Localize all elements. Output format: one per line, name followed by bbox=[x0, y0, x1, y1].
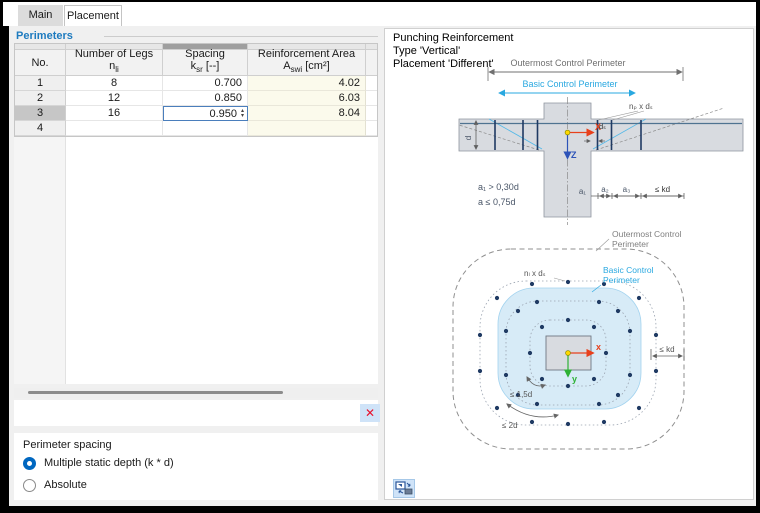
np-ds-label: nₚ x dₛ bbox=[629, 102, 653, 111]
tab-bar: Main Placement bbox=[3, 2, 756, 26]
cell-spacing[interactable]: 0.850 bbox=[163, 91, 248, 106]
cell-spacing[interactable]: 0.700 bbox=[163, 76, 248, 91]
d-label: d bbox=[463, 135, 473, 140]
table-row: 4 bbox=[15, 121, 377, 136]
table-horizontal-scrollbar[interactable] bbox=[14, 388, 378, 398]
info-panel: Punching Reinforcement Type 'Vertical' P… bbox=[384, 28, 754, 500]
section-diagram: Outermost Control Perimeter Basic Contro… bbox=[458, 58, 744, 225]
outermost-perimeter-label: Outermost Control Perimeter bbox=[510, 58, 625, 68]
cell-filler bbox=[366, 106, 377, 121]
row-header-column-extension bbox=[14, 137, 66, 384]
toggle-graphic-button[interactable] bbox=[393, 479, 415, 498]
row-header[interactable]: 3 bbox=[15, 106, 66, 121]
radio-button[interactable] bbox=[23, 456, 36, 470]
a2-label: a₂ bbox=[601, 185, 609, 194]
cell-number-of-legs[interactable]: 8 bbox=[66, 76, 163, 91]
tab-placement[interactable]: Placement bbox=[64, 5, 122, 26]
cell-spacing[interactable] bbox=[163, 121, 248, 136]
radio-button[interactable] bbox=[23, 478, 36, 492]
row-header[interactable]: 2 bbox=[15, 91, 66, 106]
outermost-label-line2: Perimeter bbox=[612, 239, 649, 249]
nl-ds-label: nₗ x dₛ bbox=[524, 269, 546, 278]
kd-label: ≤ kd bbox=[655, 185, 670, 194]
tab-main[interactable]: Main bbox=[18, 5, 63, 26]
radio-absolute[interactable]: Absolute bbox=[23, 477, 87, 493]
cell-filler bbox=[366, 121, 377, 136]
outermost-label-line1: Outermost Control bbox=[612, 229, 682, 239]
cell-filler bbox=[366, 76, 377, 91]
table-header: No. Number of Legs nli Spacing ksr [--] … bbox=[15, 48, 377, 76]
y-axis-label: y bbox=[572, 374, 577, 384]
condition-a: a ≤ 0,75d bbox=[478, 197, 515, 207]
radio-label: Absolute bbox=[44, 479, 87, 491]
ds-label: dₛ bbox=[599, 122, 606, 131]
x-axis-label: X bbox=[595, 122, 601, 132]
spinner-down-icon: ▾ bbox=[240, 112, 244, 119]
kd-label: ≤ kd bbox=[659, 345, 674, 354]
swap-graphic-icon bbox=[395, 481, 413, 495]
origin-dot bbox=[565, 350, 571, 356]
scrollbar-thumb[interactable] bbox=[28, 391, 283, 394]
cell-number-of-legs[interactable] bbox=[66, 121, 163, 136]
origin-dot bbox=[564, 129, 571, 136]
basic-label-line2: Perimeter bbox=[603, 275, 640, 285]
a1-label: a₁ bbox=[579, 187, 586, 196]
condition-a1: a₁ > 0,30d bbox=[478, 182, 519, 192]
header-filler bbox=[366, 49, 377, 76]
row-header[interactable]: 1 bbox=[15, 76, 66, 91]
table-row: 3 16 0.950 ▴ ▾ 8.04 bbox=[15, 106, 377, 121]
cell-filler bbox=[366, 91, 377, 106]
stud-legs bbox=[494, 120, 642, 150]
header-number-of-legs[interactable]: Number of Legs nli bbox=[66, 48, 163, 76]
cell-number-of-legs[interactable]: 12 bbox=[66, 91, 163, 106]
radio-label: Multiple static depth (k * d) bbox=[44, 457, 174, 469]
selected-column-indicator bbox=[163, 44, 248, 49]
column-selection-strip bbox=[15, 44, 377, 49]
header-reinforcement-area[interactable]: Reinforcement Area Aswi [cm²] bbox=[248, 48, 366, 76]
table-toolbar: ✕ bbox=[14, 400, 380, 426]
a3-label: a₃ bbox=[623, 185, 631, 194]
plan-diagram: x y Outermost Control Perimeter Basic Co… bbox=[452, 229, 685, 450]
delete-rows-button[interactable]: ✕ bbox=[360, 404, 380, 422]
perimeters-table: No. Number of Legs nli Spacing ksr [--] … bbox=[14, 43, 378, 384]
perimeters-section-label: Perimeters bbox=[16, 30, 73, 42]
table-row: 2 12 0.850 6.03 bbox=[15, 91, 377, 106]
slab-column-section bbox=[458, 102, 744, 218]
header-spacing[interactable]: Spacing ksr [--] bbox=[163, 48, 248, 76]
spinner-up-icon: ▴ bbox=[240, 107, 244, 114]
cell-reinforcement-area: 8.04 bbox=[248, 106, 366, 121]
z-axis-label: Z bbox=[571, 150, 577, 160]
radio-multiple-static-depth[interactable]: Multiple static depth (k * d) bbox=[23, 455, 174, 471]
row-header[interactable]: 4 bbox=[15, 121, 66, 136]
cell-number-of-legs[interactable]: 16 bbox=[66, 106, 163, 121]
header-no[interactable]: No. bbox=[15, 49, 66, 76]
basic-perimeter-label: Basic Control Perimeter bbox=[522, 79, 617, 89]
section-rule bbox=[104, 36, 378, 37]
cell-reinforcement-area: 4.02 bbox=[248, 76, 366, 91]
spinner[interactable]: ▴ ▾ bbox=[240, 107, 245, 119]
x-axis-label: x bbox=[596, 342, 601, 352]
basic-label-line1: Basic Control bbox=[603, 265, 654, 275]
diagram-title: Punching Reinforcement Type 'Vertical' P… bbox=[393, 32, 514, 70]
dialog-content: Perimeters No. Number of Legs nli Spa bbox=[9, 26, 756, 506]
table-body: 1 8 0.700 4.02 2 12 0.850 6.03 3 16 0.950 ▴ ▾ 8.04 4 bbox=[15, 76, 377, 136]
spacing-1-5d-label: ≤ 1,5d bbox=[510, 390, 532, 399]
table-row: 1 8 0.700 4.02 bbox=[15, 76, 377, 91]
perimeter-spacing-group: Perimeter spacing Multiple static depth … bbox=[14, 433, 378, 500]
spacing-2d-label: ≤ 2d bbox=[502, 421, 518, 430]
cell-reinforcement-area bbox=[248, 121, 366, 136]
cell-reinforcement-area: 6.03 bbox=[248, 91, 366, 106]
cell-spacing[interactable]: 0.950 ▴ ▾ bbox=[163, 106, 248, 121]
perimeter-spacing-title: Perimeter spacing bbox=[23, 439, 112, 451]
